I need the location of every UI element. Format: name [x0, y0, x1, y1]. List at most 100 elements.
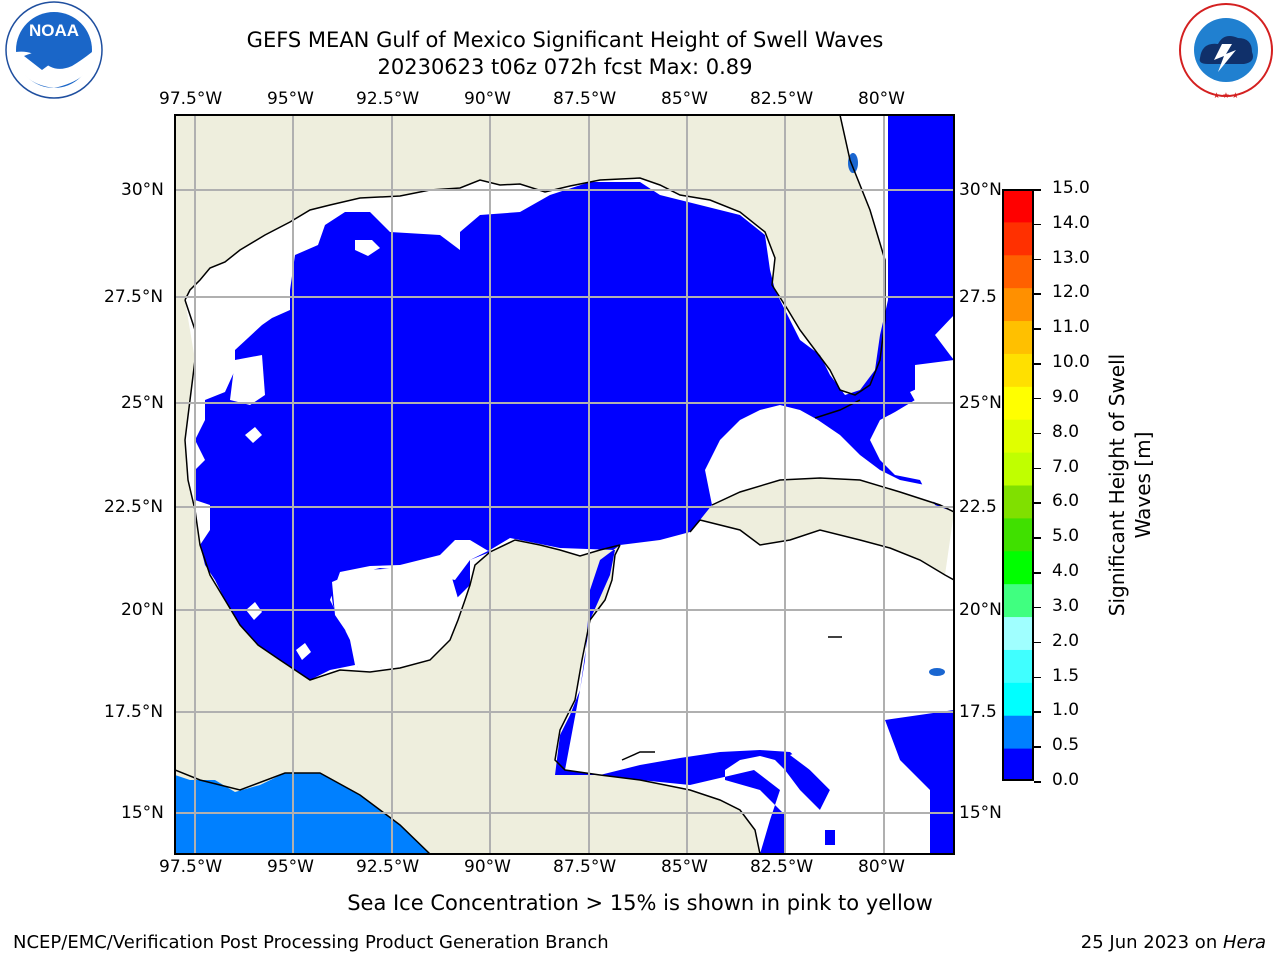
lon-tick-bottom: 97.5°W [159, 857, 223, 877]
chart-title: GEFS MEAN Gulf of Mexico Significant Hei… [246, 28, 884, 52]
colorbar-segment [1002, 682, 1034, 716]
lat-tick-right: 20°N [959, 600, 1002, 620]
lat-tick-left: 15°N [121, 803, 164, 823]
lat-tick-left: 25°N [121, 393, 164, 413]
lat-tick-left: 30°N [121, 180, 164, 200]
lat-tick-right: 25°N [959, 393, 1002, 413]
colorbar-frame [1002, 189, 1034, 781]
colorbar-tick-mark [1034, 189, 1041, 191]
lat-tick-right: 17.5 [959, 702, 997, 722]
colorbar-tick-label: 1.0 [1052, 700, 1080, 721]
swell-patch-east [885, 710, 954, 854]
sea-ice-note: Sea Ice Concentration > 15% is shown in … [0, 891, 1280, 915]
lake-okeechobee [848, 153, 858, 173]
colorbar-tick-mark [1034, 502, 1041, 504]
colorbar-label-line1: Significant Height of Swell [1105, 353, 1129, 617]
lon-tick-top: 82.5°W [750, 89, 814, 109]
colorbar-tick-label: 7.0 [1052, 456, 1080, 477]
credit-text: NCEP/EMC/Verification Post Processing Pr… [13, 932, 609, 953]
date-text: 25 Jun 2023 on [1080, 932, 1223, 953]
island-shadow [929, 668, 945, 676]
colorbar-segment [1002, 287, 1034, 322]
coastlines [175, 115, 954, 854]
colorbar-segment [1002, 221, 1034, 256]
colorbar-tick-label: 1.5 [1052, 665, 1080, 686]
colorbar-tick-mark [1034, 781, 1041, 783]
swell-patch-south [825, 830, 835, 845]
swell-patch-southeast [940, 830, 954, 854]
lon-tick-bottom: 92.5°W [356, 857, 420, 877]
lon-tick-bottom: 87.5°W [553, 857, 617, 877]
lat-tick-left: 22.5°N [104, 497, 164, 517]
lon-tick-top: 92.5°W [356, 89, 420, 109]
colorbar-tick-mark [1034, 746, 1041, 748]
colorbar-tick-label: 15.0 [1052, 178, 1090, 198]
nws-logo: ★ ★ ★ [1178, 2, 1274, 100]
colorbar-tick-label: 12.0 [1052, 282, 1090, 303]
lon-tick-top: 80°W [858, 89, 905, 109]
noaa-logo-text: NOAA [29, 21, 79, 40]
colorbar-tick-mark [1034, 258, 1041, 261]
no-data-patch-east-2 [870, 360, 954, 512]
colorbar-tick-label: 5.0 [1052, 526, 1080, 547]
no-data-patch-bay [332, 568, 462, 668]
colorbar-tick-mark [1034, 432, 1041, 435]
colorbar-tick-label: 8.0 [1052, 421, 1080, 442]
chart-subtitle: 20230623 t06z 072h fcst Max: 0.89 [377, 55, 753, 79]
no-data-patch-small-1 [245, 427, 262, 443]
colorbar-tick-mark [1034, 676, 1041, 679]
colorbar-tick-mark [1034, 711, 1041, 713]
colorbar-tick-mark [1034, 223, 1041, 226]
colorbar-tick-mark [1034, 572, 1041, 574]
lat-tick-right: 22.5 [959, 497, 997, 517]
colorbar-tick-label: 0.5 [1052, 735, 1080, 756]
colorbar-tick-label: 2.0 [1052, 630, 1080, 651]
colorbar-tick-label: 10.0 [1052, 352, 1090, 373]
noaa-logo: NOAA [5, 1, 103, 99]
colorbar-tick-label: 14.0 [1052, 212, 1090, 233]
colorbar-segment [1002, 715, 1034, 749]
colorbar-segment [1002, 550, 1034, 585]
colorbar-tick-label: 11.0 [1052, 317, 1090, 338]
colorbar-segment [1002, 419, 1034, 453]
lon-tick-top: 85°W [661, 89, 708, 109]
colorbar-segment [1002, 189, 1034, 223]
colorbar-segment [1002, 452, 1034, 486]
colorbar-tick-mark [1034, 293, 1041, 295]
no-data-patch-west [230, 355, 265, 405]
colorbar-tick-mark [1034, 328, 1041, 330]
colorbar-label-line2: Waves [m] [1131, 431, 1155, 539]
colorbar-segment [1002, 353, 1034, 387]
lat-tick-right: 27.5 [959, 287, 997, 307]
sea-ice-note-text: Sea Ice Concentration > 15% is shown in … [347, 891, 933, 915]
colorbar-tick-mark [1034, 641, 1041, 644]
lon-tick-bottom: 95°W [267, 857, 314, 877]
no-data-patch-small-2 [296, 643, 311, 660]
date-stamp: 25 Jun 2023 on Hera [1081, 932, 1266, 953]
colorbar-segment [1002, 320, 1034, 354]
no-data-patch-north [355, 240, 380, 256]
colorbar-tick-label: 13.0 [1052, 247, 1090, 268]
lat-tick-left: 20°N [121, 600, 164, 620]
colorbar-tick-mark [1034, 363, 1041, 365]
colorbar-tick-mark [1034, 397, 1041, 400]
colorbar-tick-mark [1034, 537, 1041, 539]
colorbar-tick-mark [1034, 467, 1041, 470]
colorbar-tick-label: 4.0 [1052, 561, 1080, 582]
lat-tick-right: 15°N [959, 803, 1002, 823]
lon-tick-top: 95°W [267, 89, 314, 109]
colorbar-segment [1002, 386, 1034, 420]
colorbar-tick-label: 9.0 [1052, 386, 1080, 407]
gridlines [175, 115, 954, 854]
host-text: Hera [1222, 932, 1266, 953]
map-frame [174, 114, 955, 855]
colorbar-tick-label: 6.0 [1052, 491, 1080, 512]
colorbar-segment [1002, 517, 1034, 552]
colorbar-segment [1002, 583, 1034, 618]
lon-tick-bottom: 82.5°W [750, 857, 814, 877]
colorbar-segment [1002, 649, 1034, 683]
swell-field-low [195, 115, 954, 854]
colorbar-segment [1002, 748, 1034, 781]
lon-tick-top: 87.5°W [553, 89, 617, 109]
